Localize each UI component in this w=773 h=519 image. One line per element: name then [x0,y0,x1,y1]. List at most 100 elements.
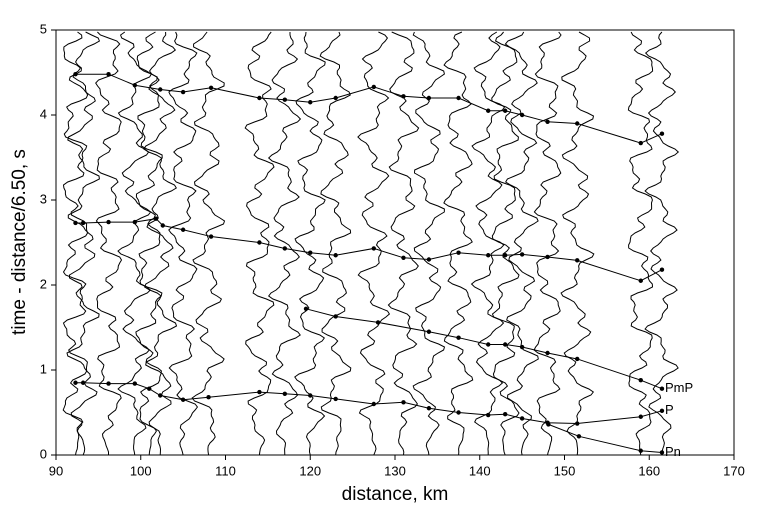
pick-marker [502,412,508,417]
pick-marker [659,386,665,391]
pick-marker [426,329,432,334]
pick-marker [206,395,211,400]
pick-marker [545,350,550,356]
seismic-trace [560,31,595,456]
pick-marker [456,95,461,101]
pick-marker [576,434,582,439]
pick-marker [303,306,309,311]
pick-marker [106,219,111,225]
pick-marker [73,72,78,77]
pick-marker [333,95,338,101]
seismic-trace [244,31,275,456]
pick-marker [80,220,86,226]
pick-marker [282,97,288,102]
y-tick-label: 4 [40,106,47,121]
phase-line [75,382,663,425]
pick-marker [132,381,138,386]
pick-marker [519,416,525,421]
pick-marker [575,121,580,126]
seismic-trace [412,31,446,456]
seismic-trace [387,31,420,456]
seismic-trace [443,31,474,456]
phase-line [305,308,663,390]
seismic-trace [491,31,520,456]
seismic-trace [319,31,352,456]
pick-marker [519,252,525,257]
y-tick-label: 5 [40,21,47,36]
x-tick-label: 90 [49,463,63,478]
pick-marker [208,234,214,239]
x-tick-label: 160 [638,463,660,478]
pick-marker [426,257,432,262]
x-tick-label: 170 [723,463,745,478]
pick-marker [456,335,461,340]
x-tick-label: 100 [130,463,152,478]
pick-marker [519,344,525,350]
pick-marker [519,112,525,118]
pick-marker [638,378,643,383]
y-tick-label: 0 [40,446,47,461]
pick-marker [257,389,262,395]
seismic-trace [294,31,326,456]
seismic-trace [62,31,89,456]
pick-marker [375,320,381,325]
seismic-trace [191,31,226,456]
seismic-trace [357,31,391,456]
pick-marker [401,400,406,405]
pick-marker [502,108,508,113]
x-tick-label: 140 [469,463,491,478]
pick-marker [73,380,78,385]
pick-marker [308,100,313,105]
pick-marker [486,342,491,347]
pick-marker [502,342,508,347]
pick-marker [426,95,432,101]
pick-marker [659,131,665,136]
pick-marker [486,108,491,113]
phase-label: PmP [665,380,693,395]
pick-marker [158,393,163,398]
seismic-trace [117,31,152,456]
traces [62,31,680,456]
y-axis-title: time - distance/6.50, s [9,149,30,335]
pick-marker [659,408,665,413]
pick-marker [180,89,186,95]
pick-marker [659,450,665,455]
pick-marker [282,246,288,251]
pick-marker [132,219,138,225]
pick-marker [333,396,338,402]
seismic-trace [168,31,199,456]
pick-marker [638,140,643,146]
pick-marker [545,254,550,260]
phase-label: P [665,402,674,417]
y-tick-label: 3 [40,191,47,206]
pick-marker [308,250,313,255]
pick-marker [546,422,551,427]
pick-marker [456,410,461,415]
pick-marker [160,223,165,228]
seismic-trace [644,31,680,456]
pick-marker [638,278,643,283]
pick-marker [153,216,159,221]
seismic-trace [95,31,123,455]
pick-marker [575,356,580,362]
pick-marker [147,386,152,391]
seismic-trace [627,31,654,456]
phase-line [548,423,663,453]
pick-marker [308,393,313,398]
pick-marker [502,253,508,258]
pick-marker [575,258,580,263]
pick-marker [486,253,491,258]
pick-marker [371,84,377,90]
seismic-trace [135,31,163,456]
pick-marker [106,72,111,77]
pick-marker [73,220,78,226]
x-tick-label: 150 [554,463,576,478]
pick-marker [158,87,163,92]
seismic-trace [470,31,506,455]
pick-marker [257,95,262,101]
pick-marker [106,381,111,386]
pick-marker [545,119,550,125]
pick-marker [426,406,432,411]
pick-marker [257,240,262,245]
